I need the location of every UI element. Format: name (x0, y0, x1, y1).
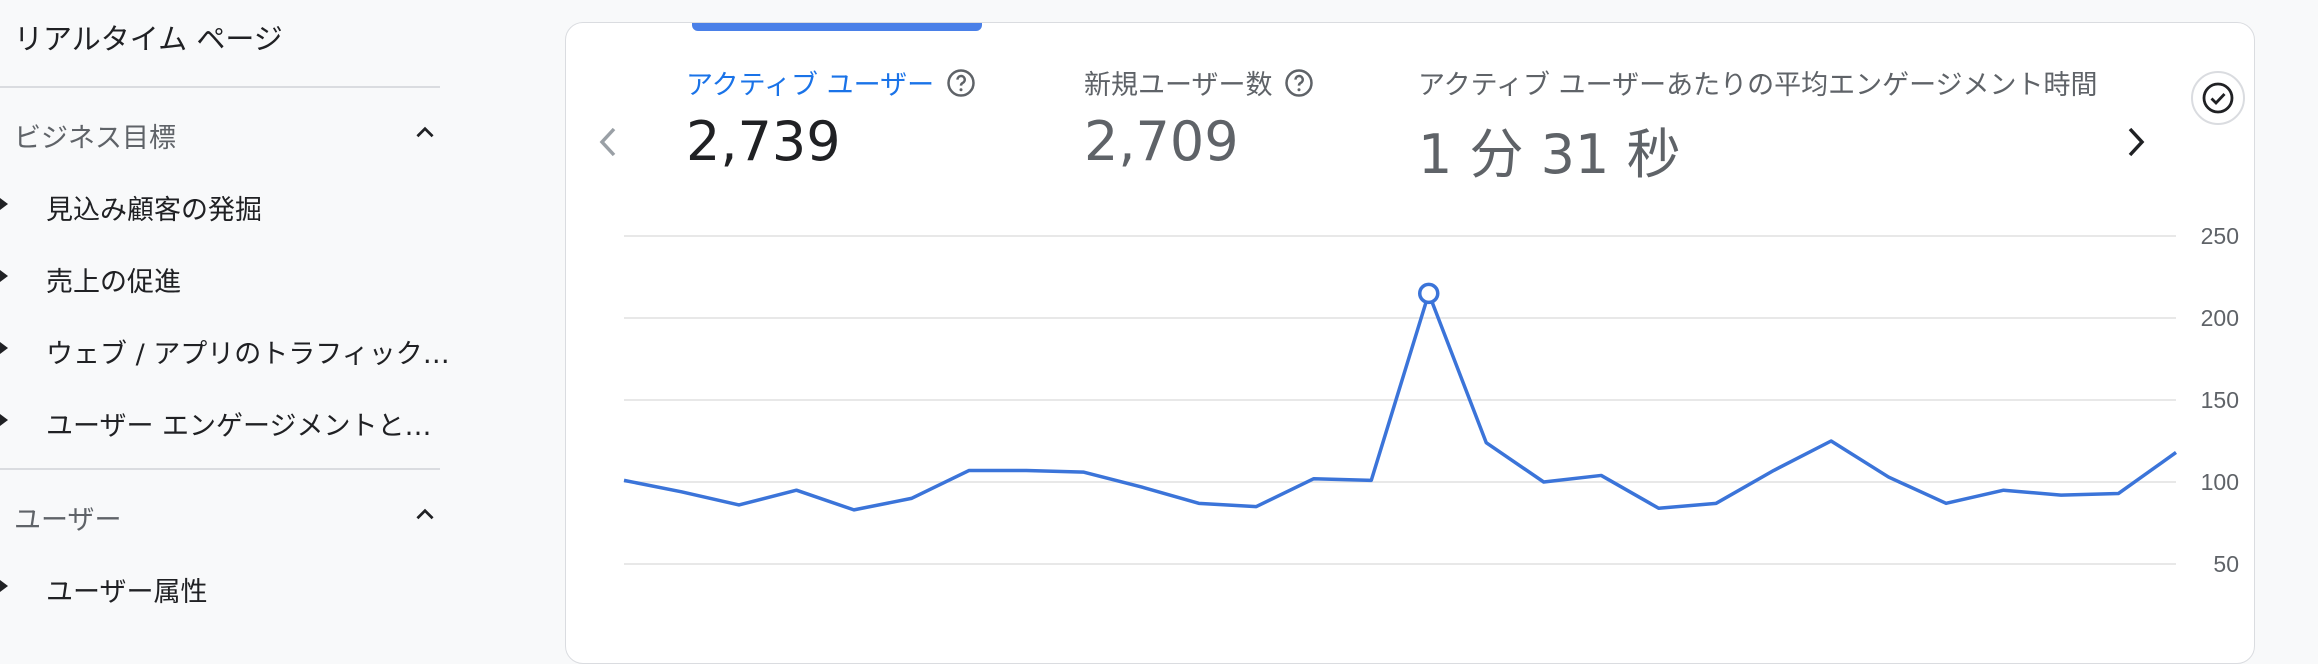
help-circle-icon[interactable] (1284, 68, 1314, 98)
sidebar-item-label: ユーザー エンゲージメントと… (46, 411, 432, 442)
expand-triangle-icon (0, 198, 8, 210)
metric-label: アクティブ ユーザーあたりの平均エンゲージメント時間 (1418, 70, 2098, 101)
metric-tab-new-users[interactable]: 新規ユーザー数 2,709 (1084, 63, 1314, 173)
expand-triangle-icon (0, 270, 8, 282)
y-tick-label: 50 (2213, 551, 2239, 577)
y-tick-label: 250 (2201, 223, 2239, 249)
sidebar-divider (0, 86, 440, 88)
sidebar-item-label: ウェブ / アプリのトラフィック… (46, 339, 450, 370)
expand-triangle-icon (0, 342, 8, 354)
chevron-right-icon[interactable] (2116, 107, 2156, 177)
active-users-line-chart: 250 200 150 100 50 (623, 223, 2239, 577)
metric-tab-active-users[interactable]: アクティブ ユーザー 2,739 (686, 63, 976, 173)
sidebar-section-business-goals[interactable]: ビジネス目標 (14, 108, 444, 158)
section-label: ユーザー (14, 505, 122, 536)
metrics-card: アクティブ ユーザー 2,739 新規ユーザー数 2,709 アクティブ ユーザ… (565, 22, 2255, 664)
sidebar-item-engagement[interactable]: ユーザー エンゲージメントと… (0, 396, 460, 446)
check-circle-icon (2202, 82, 2234, 114)
highlighted-data-point[interactable] (1417, 282, 1440, 305)
y-tick-label: 200 (2201, 305, 2239, 331)
chevron-up-icon (416, 508, 434, 520)
sidebar-item-demographics[interactable]: ユーザー属性 (0, 562, 460, 612)
sidebar-item-sales[interactable]: 売上の促進 (0, 252, 460, 302)
sidebar-item-label: 売上の促進 (46, 267, 181, 298)
chevron-left-icon[interactable] (588, 107, 628, 177)
y-tick-label: 100 (2201, 469, 2239, 495)
sidebar-section-users[interactable]: ユーザー (14, 490, 444, 540)
expand-triangle-icon (0, 414, 8, 426)
sidebar-divider (0, 468, 440, 470)
series-line-active-users (623, 291, 2178, 512)
metric-label: 新規ユーザー数 (1084, 70, 1273, 101)
metric-tab-avg-engagement-time[interactable]: アクティブ ユーザーあたりの平均エンゲージメント時間 1 分 31 秒 (1418, 63, 2108, 189)
selected-tab-indicator (692, 23, 982, 31)
sidebar-item-lead-generation[interactable]: 見込み顧客の発掘 (0, 180, 460, 230)
section-label: ビジネス目標 (14, 123, 176, 154)
metric-value: 2,739 (686, 110, 841, 173)
check-circle-button[interactable] (2191, 71, 2245, 125)
chevron-up-icon (416, 126, 434, 138)
sidebar-title-realtime[interactable]: リアルタイム ページ (14, 22, 283, 56)
sidebar-item-traffic[interactable]: ウェブ / アプリのトラフィック… (0, 324, 460, 374)
metric-value: 2,709 (1084, 110, 1239, 173)
help-circle-icon[interactable] (946, 68, 976, 98)
expand-triangle-icon (0, 580, 8, 592)
metric-label: アクティブ ユーザー (686, 70, 935, 101)
y-tick-label: 150 (2201, 387, 2239, 413)
sidebar: リアルタイム ページ ビジネス目標 見込み顧客の発掘 売上の促進 ウェブ / ア… (0, 0, 460, 628)
metric-value: 1 分 31 秒 (1418, 123, 1681, 186)
sidebar-item-label: ユーザー属性 (46, 577, 208, 608)
sidebar-item-label: 見込み顧客の発掘 (46, 195, 262, 226)
